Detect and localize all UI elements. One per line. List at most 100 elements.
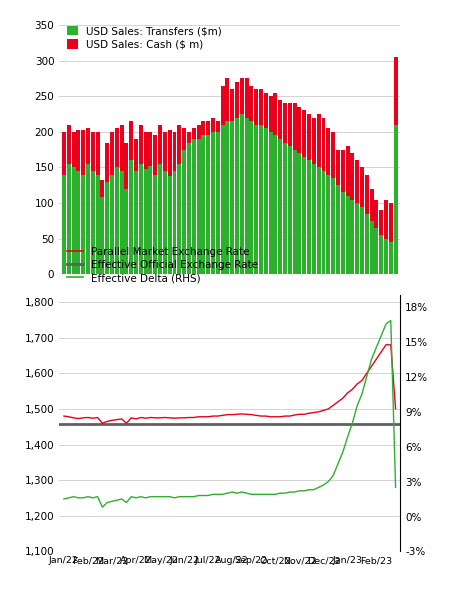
Bar (326, 174, 330, 275)
Bar (317, 114, 321, 167)
Bar (288, 103, 292, 146)
Bar (182, 149, 186, 275)
Bar (336, 149, 340, 185)
Bar (345, 146, 349, 196)
Bar (139, 125, 143, 164)
Bar (317, 167, 321, 275)
Bar (206, 121, 210, 135)
Bar (288, 146, 292, 275)
Bar (273, 93, 278, 135)
Bar (312, 164, 316, 275)
Bar (350, 153, 354, 199)
Bar (153, 174, 157, 275)
Bar (273, 135, 278, 275)
Bar (240, 78, 244, 114)
Bar (115, 167, 119, 275)
Bar (125, 142, 128, 189)
Bar (206, 135, 210, 275)
Bar (336, 185, 340, 275)
Bar (374, 228, 379, 275)
Bar (355, 203, 359, 275)
Bar (225, 121, 229, 275)
Bar (235, 82, 239, 117)
Bar (384, 199, 388, 239)
Bar (331, 132, 335, 178)
Bar (221, 85, 224, 125)
Bar (312, 117, 316, 164)
Bar (105, 181, 109, 275)
Bar (394, 125, 398, 275)
Bar (101, 197, 104, 275)
Bar (235, 117, 239, 275)
Bar (307, 114, 311, 160)
Bar (389, 243, 393, 275)
Bar (345, 196, 349, 275)
Bar (187, 142, 191, 275)
Bar (168, 176, 172, 275)
Bar (62, 132, 66, 174)
Bar (192, 139, 196, 275)
Bar (259, 89, 263, 125)
Bar (341, 192, 345, 275)
Bar (158, 164, 162, 275)
Bar (134, 139, 138, 171)
Bar (76, 171, 81, 275)
Bar (129, 160, 133, 275)
Bar (245, 78, 248, 117)
Bar (197, 125, 201, 139)
Bar (192, 128, 196, 139)
Legend: USD Sales: Transfers ($m), USD Sales: Cash ($ m): USD Sales: Transfers ($m), USD Sales: Ca… (64, 23, 225, 53)
Bar (67, 125, 71, 164)
Bar (278, 139, 282, 275)
Bar (230, 121, 234, 275)
Bar (67, 164, 71, 275)
Bar (120, 125, 124, 171)
Bar (302, 157, 306, 275)
Bar (283, 103, 287, 142)
Bar (355, 160, 359, 203)
Bar (341, 149, 345, 192)
Bar (71, 167, 76, 275)
Bar (148, 132, 152, 166)
Bar (230, 89, 234, 121)
Bar (221, 125, 224, 275)
Bar (298, 107, 302, 153)
Bar (172, 171, 177, 275)
Bar (62, 174, 66, 275)
Bar (134, 171, 138, 275)
Bar (369, 189, 374, 221)
Bar (384, 239, 388, 275)
Bar (129, 121, 133, 160)
Bar (322, 117, 325, 171)
Bar (302, 110, 306, 157)
Bar (120, 171, 124, 275)
Bar (197, 139, 201, 275)
Legend: Parallel Market Exchange Rate, Effective Official Exchange Rate, Effective Delta: Parallel Market Exchange Rate, Effective… (64, 244, 262, 286)
Bar (245, 117, 248, 275)
Bar (254, 125, 258, 275)
Bar (350, 199, 354, 275)
Bar (216, 132, 220, 275)
Bar (374, 199, 379, 228)
Bar (110, 132, 114, 174)
Bar (148, 166, 152, 275)
Bar (153, 135, 157, 174)
Bar (259, 125, 263, 275)
Bar (322, 171, 325, 275)
Bar (86, 128, 90, 164)
Bar (91, 171, 95, 275)
Bar (211, 117, 215, 132)
Bar (225, 78, 229, 121)
Bar (307, 160, 311, 275)
Bar (144, 132, 147, 169)
Bar (91, 132, 95, 171)
Bar (71, 132, 76, 167)
Bar (249, 85, 253, 121)
Bar (298, 153, 302, 275)
Bar (379, 235, 383, 275)
Bar (182, 128, 186, 149)
Bar (268, 96, 273, 132)
Bar (216, 121, 220, 132)
Bar (365, 214, 369, 275)
Bar (144, 169, 147, 275)
